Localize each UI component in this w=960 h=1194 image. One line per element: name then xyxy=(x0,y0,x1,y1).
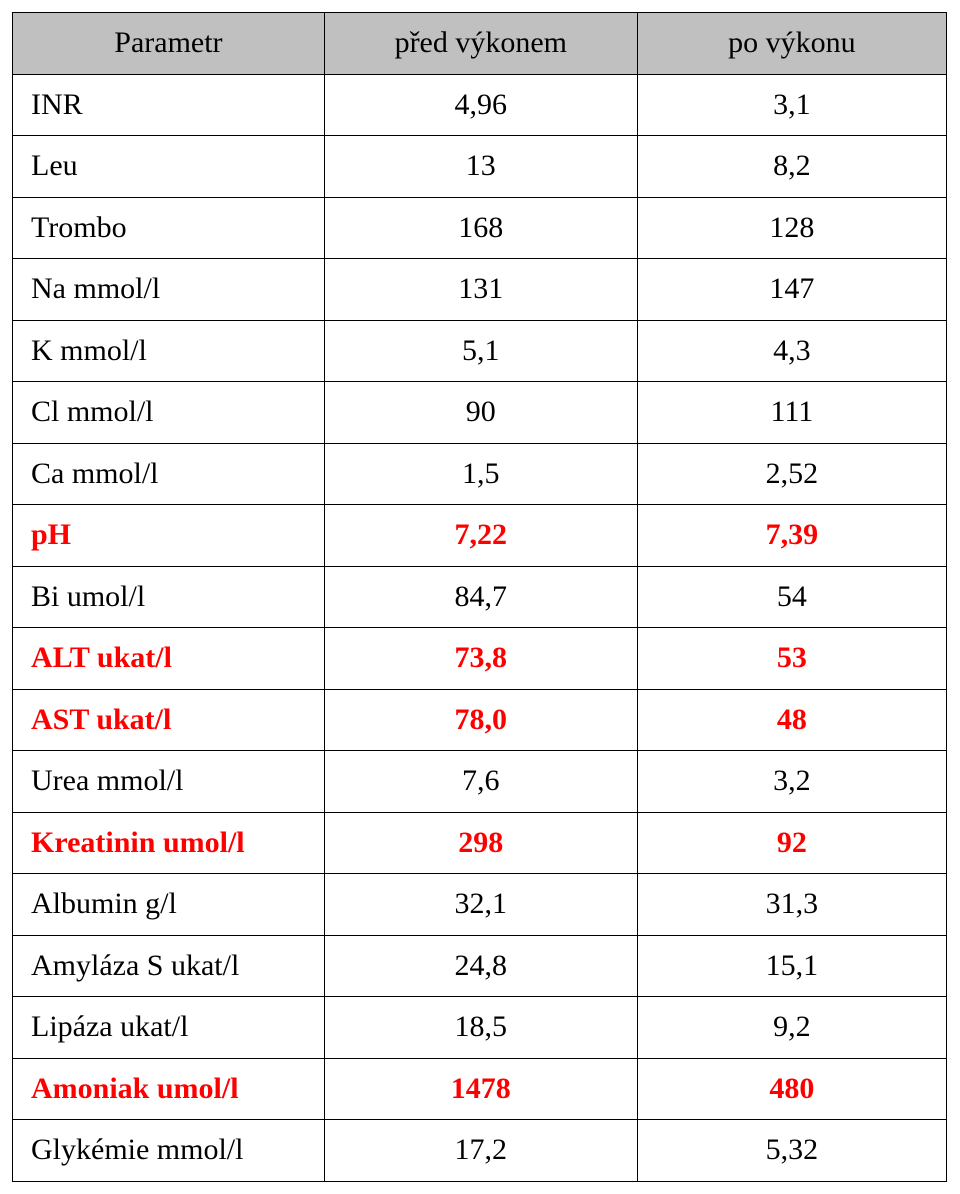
table-row: pH7,227,39 xyxy=(13,505,947,567)
table-row: ALT ukat/l73,853 xyxy=(13,628,947,690)
cell-after: 54 xyxy=(637,566,946,628)
cell-after: 147 xyxy=(637,259,946,321)
table-row: Glykémie mmol/l17,25,32 xyxy=(13,1120,947,1182)
cell-before: 78,0 xyxy=(324,689,637,751)
table-row: Bi umol/l84,754 xyxy=(13,566,947,628)
cell-param: Amyláza S ukat/l xyxy=(13,935,325,997)
cell-after: 48 xyxy=(637,689,946,751)
cell-param: Lipáza ukat/l xyxy=(13,997,325,1059)
cell-before: 5,1 xyxy=(324,320,637,382)
cell-after: 15,1 xyxy=(637,935,946,997)
table-row: Ca mmol/l1,52,52 xyxy=(13,443,947,505)
table-header-row: Parametr před výkonem po výkonu xyxy=(13,13,947,75)
table-row: Trombo168128 xyxy=(13,197,947,259)
cell-after: 111 xyxy=(637,382,946,444)
cell-before: 17,2 xyxy=(324,1120,637,1182)
cell-after: 31,3 xyxy=(637,874,946,936)
cell-before: 131 xyxy=(324,259,637,321)
table-row: Leu138,2 xyxy=(13,136,947,198)
cell-before: 4,96 xyxy=(324,74,637,136)
cell-before: 32,1 xyxy=(324,874,637,936)
cell-param: Leu xyxy=(13,136,325,198)
cell-before: 24,8 xyxy=(324,935,637,997)
table-body: INR4,963,1Leu138,2Trombo168128Na mmol/l1… xyxy=(13,74,947,1181)
table-row: Albumin g/l32,131,3 xyxy=(13,874,947,936)
cell-before: 84,7 xyxy=(324,566,637,628)
cell-after: 53 xyxy=(637,628,946,690)
table-row: AST ukat/l78,048 xyxy=(13,689,947,751)
cell-param: Bi umol/l xyxy=(13,566,325,628)
cell-after: 4,3 xyxy=(637,320,946,382)
cell-param: Cl mmol/l xyxy=(13,382,325,444)
cell-after: 480 xyxy=(637,1058,946,1120)
cell-param: ALT ukat/l xyxy=(13,628,325,690)
cell-before: 73,8 xyxy=(324,628,637,690)
cell-param: pH xyxy=(13,505,325,567)
cell-param: Ca mmol/l xyxy=(13,443,325,505)
table-row: INR4,963,1 xyxy=(13,74,947,136)
cell-param: Amoniak umol/l xyxy=(13,1058,325,1120)
cell-before: 1478 xyxy=(324,1058,637,1120)
cell-before: 13 xyxy=(324,136,637,198)
cell-after: 8,2 xyxy=(637,136,946,198)
table-row: Na mmol/l131147 xyxy=(13,259,947,321)
table-row: K mmol/l5,14,3 xyxy=(13,320,947,382)
table-row: Urea mmol/l7,63,2 xyxy=(13,751,947,813)
cell-after: 92 xyxy=(637,812,946,874)
table-row: Amoniak umol/l1478480 xyxy=(13,1058,947,1120)
table-row: Kreatinin umol/l29892 xyxy=(13,812,947,874)
cell-param: K mmol/l xyxy=(13,320,325,382)
cell-before: 298 xyxy=(324,812,637,874)
cell-before: 7,22 xyxy=(324,505,637,567)
cell-before: 168 xyxy=(324,197,637,259)
table-row: Cl mmol/l90111 xyxy=(13,382,947,444)
col-header-after: po výkonu xyxy=(637,13,946,75)
cell-param: INR xyxy=(13,74,325,136)
cell-param: Kreatinin umol/l xyxy=(13,812,325,874)
cell-param: Trombo xyxy=(13,197,325,259)
cell-before: 18,5 xyxy=(324,997,637,1059)
table-row: Amyláza S ukat/l24,815,1 xyxy=(13,935,947,997)
cell-after: 7,39 xyxy=(637,505,946,567)
cell-param: Na mmol/l xyxy=(13,259,325,321)
cell-before: 7,6 xyxy=(324,751,637,813)
col-header-parametr: Parametr xyxy=(13,13,325,75)
cell-before: 1,5 xyxy=(324,443,637,505)
cell-after: 2,52 xyxy=(637,443,946,505)
col-header-before: před výkonem xyxy=(324,13,637,75)
cell-before: 90 xyxy=(324,382,637,444)
cell-param: Glykémie mmol/l xyxy=(13,1120,325,1182)
cell-param: Albumin g/l xyxy=(13,874,325,936)
cell-after: 5,32 xyxy=(637,1120,946,1182)
cell-after: 128 xyxy=(637,197,946,259)
cell-param: Urea mmol/l xyxy=(13,751,325,813)
cell-param: AST ukat/l xyxy=(13,689,325,751)
cell-after: 9,2 xyxy=(637,997,946,1059)
table-row: Lipáza ukat/l18,59,2 xyxy=(13,997,947,1059)
lab-results-table: Parametr před výkonem po výkonu INR4,963… xyxy=(12,12,947,1182)
cell-after: 3,1 xyxy=(637,74,946,136)
cell-after: 3,2 xyxy=(637,751,946,813)
